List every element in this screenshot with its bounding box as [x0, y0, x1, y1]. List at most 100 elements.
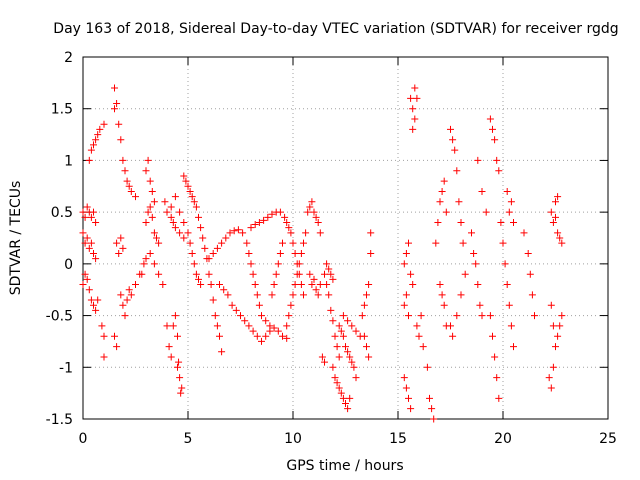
data-point [195, 213, 202, 221]
x-axis-label: GPS time / hours [286, 458, 403, 474]
data-point [495, 394, 503, 402]
data-point [312, 286, 320, 294]
data-point [176, 374, 184, 382]
data-point [402, 384, 410, 392]
data-point [274, 327, 282, 335]
data-point [337, 327, 345, 335]
data-point [207, 281, 215, 289]
data-point [79, 229, 87, 237]
data-point [94, 131, 102, 139]
data-point [117, 291, 125, 299]
data-point [329, 317, 337, 325]
data-point [407, 270, 415, 278]
data-point [111, 332, 118, 340]
data-point [115, 250, 123, 258]
data-point [222, 234, 230, 242]
data-point [87, 146, 95, 154]
data-point [132, 193, 139, 201]
data-point [528, 291, 536, 299]
data-point [253, 332, 261, 340]
data-point [520, 229, 528, 237]
data-point [276, 208, 284, 216]
data-point [148, 213, 156, 221]
data-point [417, 312, 425, 320]
data-point [472, 260, 480, 268]
data-point [79, 208, 87, 216]
data-point [291, 250, 299, 258]
data-point [489, 332, 496, 340]
data-point [92, 306, 100, 314]
data-point [98, 322, 106, 330]
data-point [209, 250, 217, 258]
data-point [402, 250, 410, 258]
data-point [331, 332, 339, 340]
data-point [161, 198, 169, 206]
data-point [478, 187, 486, 195]
x-tick-label: 15 [389, 431, 407, 447]
data-point [87, 296, 95, 304]
data-point [486, 115, 494, 123]
data-point [165, 343, 173, 351]
data-point [192, 270, 200, 278]
data-point [323, 260, 331, 268]
data-point [453, 167, 461, 175]
data-point [507, 322, 515, 330]
data-point [327, 306, 335, 314]
data-point [90, 208, 97, 216]
data-point [85, 286, 93, 294]
data-point [180, 234, 188, 242]
data-point [245, 322, 253, 330]
data-point [507, 198, 515, 206]
data-point [251, 281, 259, 289]
data-point [495, 167, 503, 175]
data-point [234, 226, 242, 234]
data-point [291, 281, 299, 289]
data-point [251, 221, 259, 229]
data-point [409, 125, 417, 133]
data-point [100, 353, 108, 361]
x-tick-label: 25 [599, 431, 617, 447]
data-point [549, 218, 557, 226]
data-point [262, 332, 270, 340]
data-point [237, 312, 244, 320]
data-point [323, 281, 331, 289]
data-point [554, 193, 562, 201]
data-point [459, 239, 467, 247]
data-point [81, 213, 89, 221]
data-point [169, 218, 177, 226]
data-point [159, 281, 167, 289]
data-point [167, 213, 175, 221]
data-point [335, 322, 343, 330]
data-point [83, 203, 91, 211]
data-point [155, 270, 163, 278]
data-point [321, 270, 328, 278]
data-point [90, 141, 97, 149]
data-point [300, 239, 307, 247]
data-point [455, 198, 463, 206]
data-point [432, 239, 440, 247]
data-point [115, 120, 123, 128]
x-tick-label: 5 [184, 431, 193, 447]
data-point [188, 250, 196, 258]
data-point [468, 229, 475, 237]
data-point [150, 198, 158, 206]
data-point [119, 156, 127, 164]
x-tick-label: 10 [284, 431, 302, 447]
data-point [186, 239, 194, 247]
data-point [287, 301, 295, 309]
data-point [268, 291, 276, 299]
data-point [190, 198, 198, 206]
y-tick-label: 2 [64, 50, 73, 66]
data-point [146, 203, 154, 211]
data-point [335, 353, 343, 361]
y-tick-label: 0 [64, 257, 73, 273]
data-point [123, 296, 131, 304]
grid [83, 57, 608, 419]
data-point [300, 291, 307, 299]
data-point [279, 332, 286, 340]
data-point [365, 281, 373, 289]
data-point [474, 281, 482, 289]
data-point [308, 198, 316, 206]
data-point [117, 136, 125, 144]
